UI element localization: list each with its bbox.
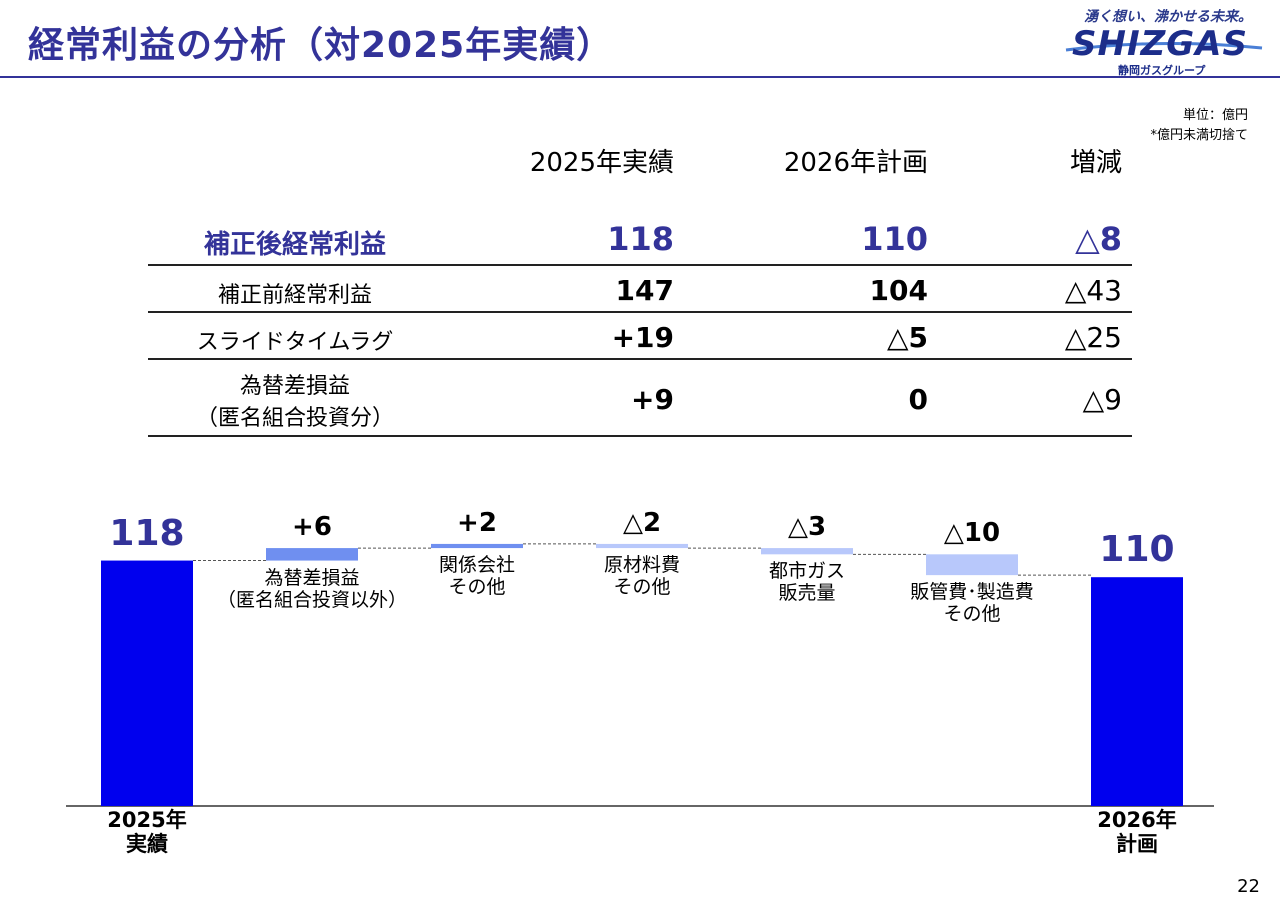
value-label-step-2: +2 [457,507,497,538]
cell-adjusted-2026: 110 [861,220,928,258]
table-rule [148,358,1132,360]
column-header-2025: 2025年実績 [529,148,674,178]
cell-slide-2026: △5 [886,321,928,354]
unit-note: 単位：億円 *億円未満切捨て [1150,106,1248,146]
table-rule [148,264,1132,266]
value-label-step-5: △10 [943,518,1001,549]
unit-label: 単位：億円 [1182,108,1248,123]
cell-slide-2025: +19 [611,321,674,354]
value-label-step-4: △3 [787,512,827,543]
value-label-end: 110 [1099,529,1175,571]
cell-slide-diff: △25 [1064,321,1122,354]
company-logo: 湧く想い、沸かせる未来。 SHIZGAS 静岡ガスグループ [1060,2,1270,78]
page-title: 経常利益の分析（対2025年実績） [28,25,614,66]
row-label-unadjusted: 補正前経常利益 [217,283,372,308]
cell-adjusted-2025: 118 [607,220,674,258]
row-label-adjusted: 補正後経常利益 [203,230,386,260]
cell-unadjusted-2025: 147 [615,274,674,307]
bar-step-1 [266,548,358,561]
logo-swoosh-icon [1065,41,1263,52]
row-label-slide-time-lag: スライドタイムラグ [196,330,394,355]
x-label-end: 2026年 計画 [1097,808,1177,856]
rounding-note: *億円未満切捨て [1150,128,1248,143]
category-label-step-5: 販管費･製造費 その他 [910,581,1034,626]
cell-fx-diff: △9 [1082,383,1122,416]
table-rule [148,435,1132,437]
logo-wordmark: SHIZGAS [1072,24,1248,64]
category-label-step-2: 関係会社 その他 [438,554,515,599]
waterfall-chart: 118 2025年 実績 +6 為替差損益 （匿名組合投資以外） +2 関係会社 その他 △… [0,490,1280,870]
page-number: 22 [1237,876,1260,897]
x-label-start: 2025年 実績 [107,808,187,856]
row-label-fx-sub: （匿名組合投資分） [195,406,394,431]
category-label-step-4: 都市ガス 販売量 [768,560,845,605]
row-label-fx: 為替差損益 [239,374,350,399]
bar-step-2 [431,543,523,549]
title-divider [0,76,1280,78]
cell-unadjusted-2026: 104 [869,274,928,307]
cell-unadjusted-diff: △43 [1064,274,1122,307]
bar-step-4 [761,548,853,555]
category-label-step-1: 為替差損益 （匿名組合投資以外） [216,566,407,611]
column-header-diff: 増減 [1069,148,1122,178]
column-header-2026: 2026年計画 [783,148,928,178]
value-label-step-3: △2 [622,507,662,538]
waterfall-chart-svg [66,543,1214,807]
logo-group-name: 静岡ガスグループ [1118,64,1206,77]
cell-adjusted-diff: △8 [1075,220,1122,258]
table-rule [148,311,1132,313]
bar-step-5 [926,554,1018,576]
value-label-start: 118 [109,512,185,554]
bar-step-3 [596,543,688,549]
value-label-step-1: +6 [292,512,332,543]
logo-tagline: 湧く想い、沸かせる未来。 [1084,9,1252,25]
category-label-step-3: 原材料費 その他 [603,554,680,599]
bar-start-2025 [101,560,193,806]
cell-fx-2025: +9 [631,383,674,416]
bar-end-2026 [1091,577,1183,806]
cell-fx-2026: 0 [908,383,928,416]
